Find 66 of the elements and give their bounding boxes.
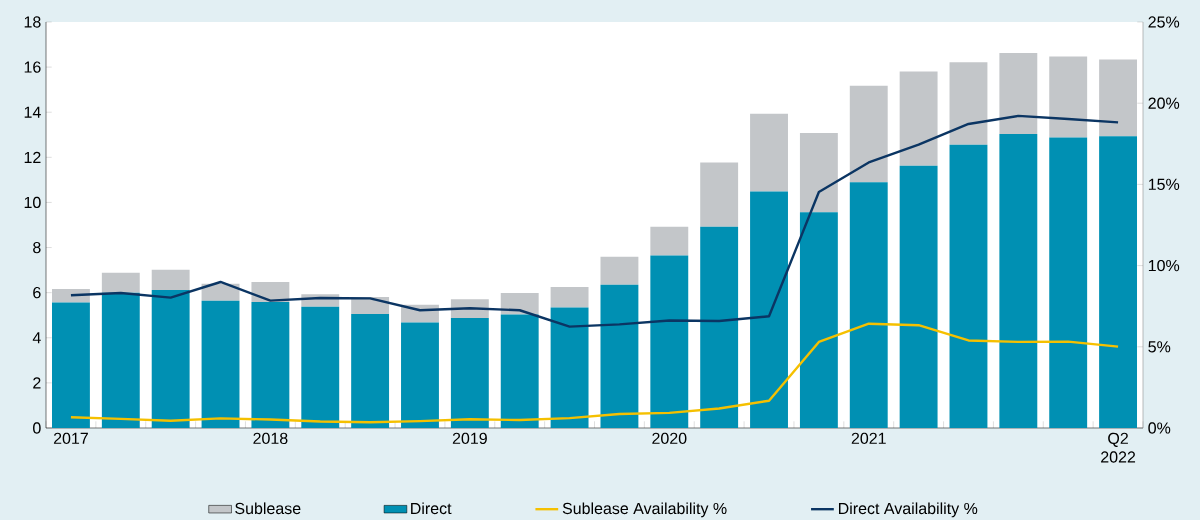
bar bbox=[999, 53, 1038, 135]
y2-tick-label: 20% bbox=[1148, 97, 1180, 109]
bar bbox=[700, 226, 739, 428]
bar bbox=[52, 289, 90, 303]
bar bbox=[949, 144, 988, 428]
y2-tick-label: 15% bbox=[1148, 178, 1180, 191]
legend-label: Direct Availability % bbox=[838, 502, 978, 518]
y-tick-label: 4 bbox=[32, 332, 41, 344]
bar bbox=[201, 300, 240, 428]
x-tick-label: 2018 bbox=[253, 432, 288, 445]
bar bbox=[101, 292, 140, 428]
bar bbox=[1049, 137, 1088, 428]
y-tick-label: 12 bbox=[24, 151, 41, 163]
bar bbox=[700, 162, 739, 227]
bar bbox=[351, 314, 390, 428]
y2-tick-label: 25% bbox=[1148, 16, 1180, 28]
y2-tick-label: 5% bbox=[1148, 341, 1171, 353]
x-tick-label: 2017 bbox=[53, 432, 88, 445]
bar bbox=[600, 256, 639, 285]
y-tick-label: 6 bbox=[33, 287, 41, 299]
bar bbox=[151, 289, 190, 428]
bar bbox=[849, 85, 888, 183]
bar bbox=[500, 293, 539, 315]
bar bbox=[401, 322, 439, 428]
x-tick-label: 2019 bbox=[452, 432, 487, 445]
legend-label: Sublease bbox=[235, 502, 301, 515]
bar bbox=[849, 182, 888, 428]
x-tick-label: 2020 bbox=[652, 432, 687, 445]
y-tick-label: 8 bbox=[33, 241, 41, 254]
x-tick-label: Q2 2022 bbox=[1101, 432, 1136, 463]
bar bbox=[550, 307, 589, 428]
y2-tick-label: 10% bbox=[1148, 259, 1180, 272]
y-tick-label: 16 bbox=[24, 61, 41, 73]
x-tick-label: 2021 bbox=[851, 432, 886, 445]
legend-label: Sublease Availability % bbox=[562, 502, 727, 518]
bar bbox=[999, 134, 1038, 428]
y2-tick-label: 0% bbox=[1148, 422, 1171, 434]
line-series bbox=[69, 114, 1120, 328]
legend-label: Direct bbox=[411, 502, 452, 515]
bar bbox=[500, 314, 539, 428]
bar bbox=[301, 306, 340, 428]
y-tick-label: 14 bbox=[24, 106, 41, 118]
bar bbox=[450, 317, 489, 428]
line-series bbox=[69, 322, 1120, 424]
bar bbox=[550, 287, 589, 308]
y-tick-label: 2 bbox=[33, 377, 41, 389]
bar bbox=[650, 226, 689, 256]
bar bbox=[899, 71, 938, 166]
bar bbox=[650, 255, 689, 428]
bar bbox=[600, 284, 639, 428]
y-tick-label: 0 bbox=[33, 422, 41, 434]
bar bbox=[899, 165, 938, 428]
bar bbox=[251, 301, 290, 428]
bar bbox=[52, 302, 90, 428]
bar bbox=[799, 212, 838, 428]
bar bbox=[750, 191, 788, 428]
bar bbox=[750, 113, 788, 192]
bar bbox=[1099, 136, 1138, 428]
bar bbox=[799, 132, 838, 213]
bar bbox=[949, 62, 988, 145]
bar bbox=[1049, 56, 1088, 138]
y-tick-label: 18 bbox=[24, 16, 41, 28]
bar bbox=[1099, 59, 1138, 137]
bar bbox=[151, 269, 190, 290]
y-tick-label: 10 bbox=[24, 196, 41, 209]
bar bbox=[101, 272, 140, 293]
